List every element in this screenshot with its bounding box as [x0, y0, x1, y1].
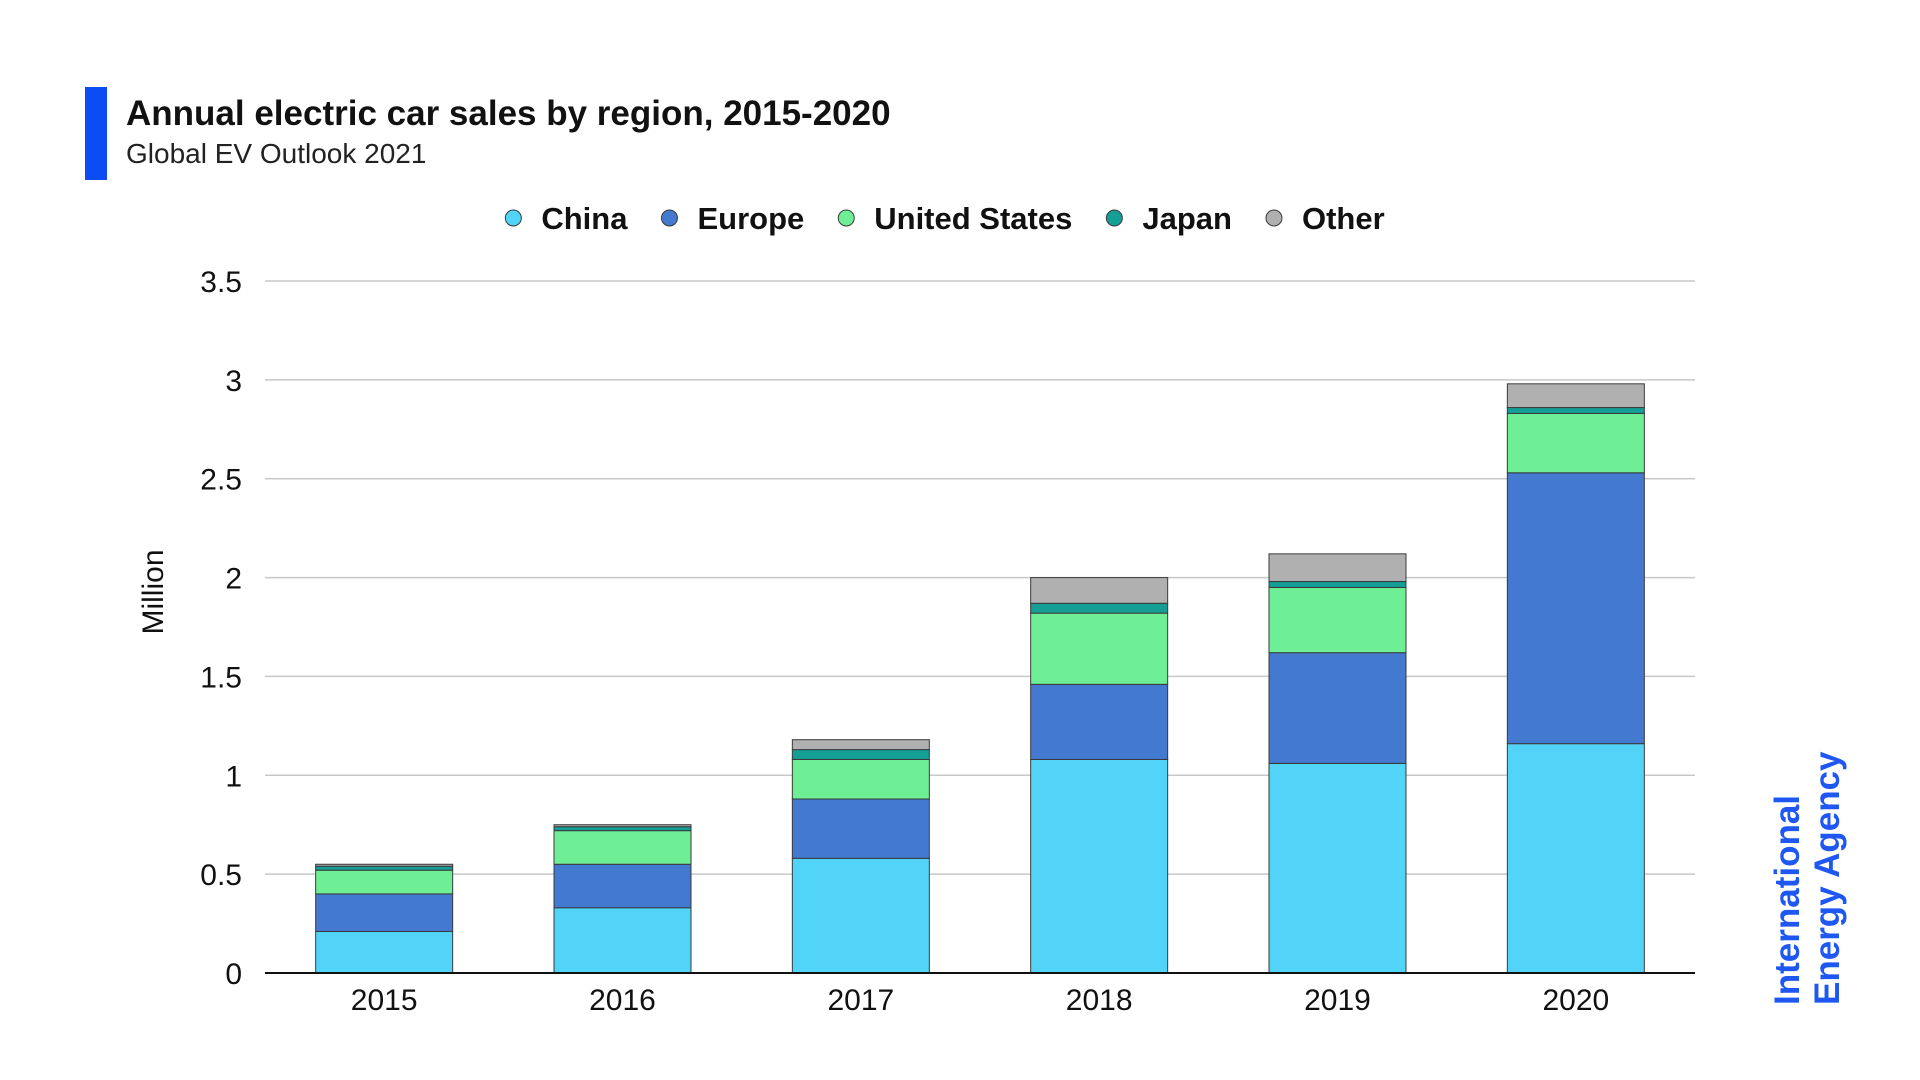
bar-segment — [315, 893, 454, 932]
legend-item: Japan — [1105, 201, 1232, 236]
bars — [315, 383, 1645, 974]
legend: China Europe United States Japan Other — [504, 201, 1385, 236]
bar-segment — [1506, 412, 1645, 474]
title-accent-bar — [85, 87, 107, 180]
bar-segment — [791, 758, 930, 800]
bar-segment — [553, 830, 692, 865]
bar-segment — [1506, 743, 1645, 974]
legend-swatch — [660, 209, 678, 227]
legend-label: Other — [1302, 201, 1385, 236]
bar-segment — [1268, 581, 1407, 588]
legend-swatch — [504, 209, 522, 227]
iea-logo: International Energy Agency — [1768, 751, 1848, 1005]
y-axis-title: Million — [137, 549, 170, 634]
bar-segment — [553, 824, 692, 828]
chart-title: Annual electric car sales by region, 201… — [126, 94, 891, 133]
bar-segment — [791, 798, 930, 859]
bar-segment — [315, 869, 454, 895]
bar-segment — [1268, 762, 1407, 974]
legend-item: Europe — [660, 201, 804, 236]
bar-segment — [1030, 577, 1169, 604]
gridlines — [265, 280, 1695, 875]
x-tick-label: 2020 — [1542, 984, 1609, 1017]
bar-segment — [1506, 383, 1645, 409]
bar-segment — [1030, 612, 1169, 685]
legend-swatch — [1105, 209, 1123, 227]
logo-line-2: Energy Agency — [1808, 751, 1847, 1005]
x-tick-label: 2015 — [351, 984, 418, 1017]
bar-segment — [315, 863, 454, 867]
bar-segment — [1506, 407, 1645, 414]
x-tick-label: 2018 — [1066, 984, 1133, 1017]
bar-segment — [1030, 602, 1169, 614]
bar-segment — [315, 865, 454, 871]
y-tick-label: 3.5 — [200, 266, 242, 299]
y-tick-label: 2 — [225, 563, 242, 596]
bar-segment — [1030, 758, 1169, 974]
legend-label: United States — [874, 201, 1072, 236]
legend-item: China — [504, 201, 628, 236]
bar-segment — [315, 930, 454, 974]
bar-segment — [1268, 652, 1407, 764]
legend-item: United States — [837, 201, 1072, 236]
legend-swatch — [1265, 209, 1283, 227]
y-tick-label: 0.5 — [200, 859, 242, 892]
x-tick-label: 2019 — [1304, 984, 1371, 1017]
legend-label: Japan — [1142, 201, 1232, 236]
x-tick-label: 2017 — [827, 984, 894, 1017]
bar-segment — [1268, 586, 1407, 654]
legend-item: Other — [1265, 201, 1385, 236]
y-tick-label: 3 — [225, 365, 242, 398]
y-tick-label: 0 — [225, 958, 242, 991]
y-tick-label: 1 — [225, 760, 242, 793]
bar-segment — [1030, 683, 1169, 760]
legend-label: China — [541, 201, 628, 236]
logo-line-1: International — [1768, 794, 1807, 1005]
bar-segment — [553, 826, 692, 832]
bar-segment — [1506, 472, 1645, 745]
axes: 0 0.5 1 1.5 2 2.5 3 3.5 2015 2016 2017 2018 2019 2020… — [137, 266, 1695, 1017]
bar-segment — [1268, 553, 1407, 583]
legend-label: Europe — [697, 201, 804, 236]
chart-subtitle: Global EV Outlook 2021 — [126, 138, 427, 169]
legend-swatch — [837, 209, 855, 227]
bar-segment — [553, 907, 692, 974]
y-tick-label: 1.5 — [200, 661, 242, 694]
x-tick-label: 2016 — [589, 984, 656, 1017]
bar-segment — [791, 749, 930, 760]
bar-segment — [553, 863, 692, 909]
y-tick-label: 2.5 — [200, 464, 242, 497]
bar-segment — [791, 857, 930, 974]
bar-segment — [791, 739, 930, 751]
